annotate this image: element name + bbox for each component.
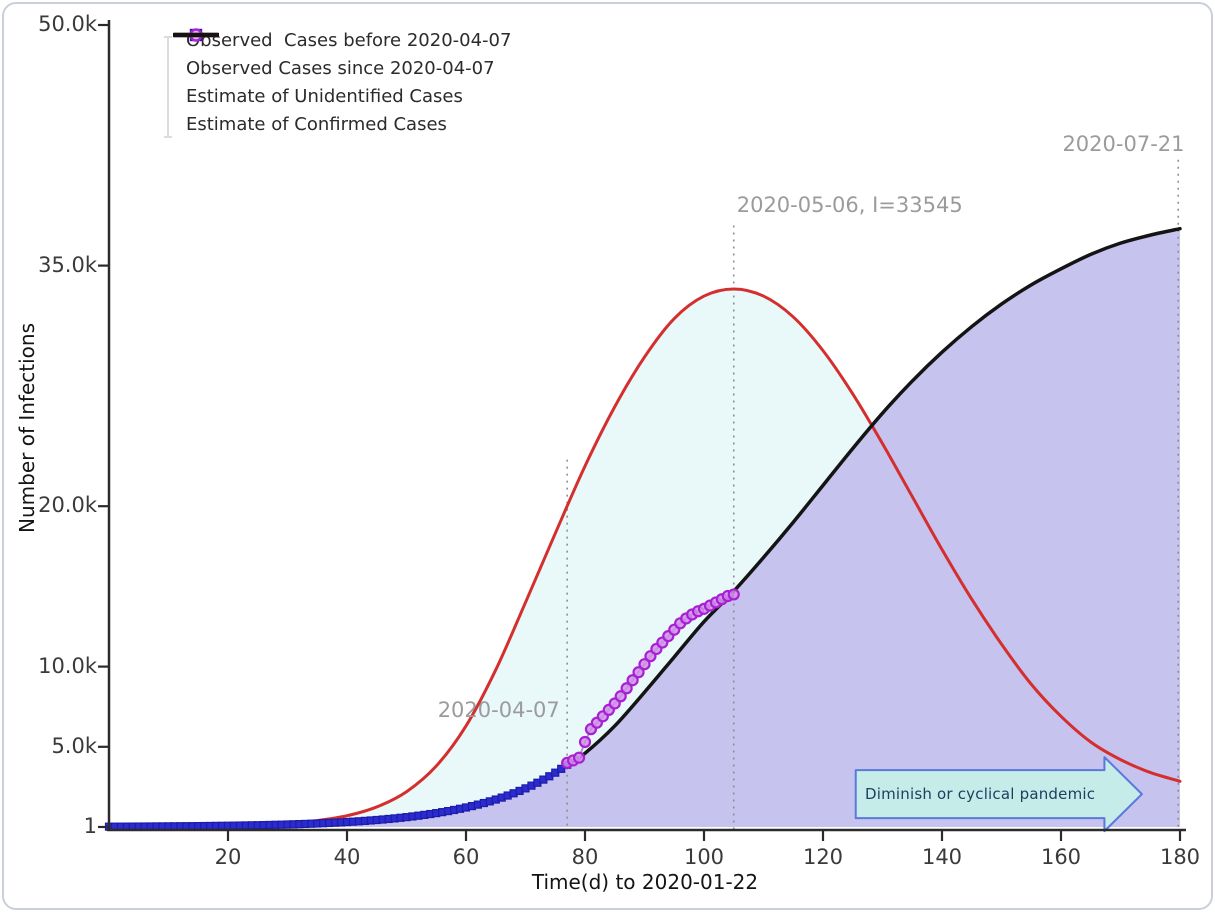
legend-label: Estimate of Confirmed Cases <box>186 113 447 135</box>
y-tick-label: 50.0k <box>38 12 97 36</box>
x-axis-title: Time(d) to 2020-01-22 <box>531 870 759 894</box>
legend-item-observed-before: Observed Cases before 2020-04-07 <box>173 26 511 54</box>
legend-swatch-estimate-confirmed <box>173 32 219 38</box>
area-unidentified-minus-confirmed <box>109 288 871 827</box>
diminish-arrow-label: Diminish or cyclical pandemic <box>864 785 1096 804</box>
y-tick-label: 10.0k <box>38 653 97 678</box>
legend-item-estimate-confirmed: Estimate of Confirmed Cases <box>173 32 511 138</box>
legend-label: Estimate of Unidentified Cases <box>186 85 463 107</box>
y-tick-label: 1 <box>83 813 97 838</box>
anno-peak: 2020-05-06, I=33545 <box>736 192 963 217</box>
legend-bracket <box>164 36 172 138</box>
x-tick-label: 80 <box>571 845 599 869</box>
y-tick-label: 35.0k <box>38 252 97 277</box>
x-tick-label: 160 <box>1040 845 1082 869</box>
x-tick-label: 40 <box>333 845 361 869</box>
y-tick-label: 5.0k <box>51 733 97 758</box>
y-tick-label: 20.0k <box>38 493 97 518</box>
legend-label: Observed Cases since 2020-04-07 <box>186 57 495 79</box>
legend-item-observed-since: Observed Cases since 2020-04-07 <box>173 28 511 82</box>
anno-2020-07-21: 2020-07-21 <box>1062 131 1185 156</box>
area-under-confirmed <box>109 228 1180 827</box>
estimate-unidentified-curve <box>107 287 1182 829</box>
x-tick-label: 100 <box>683 845 725 869</box>
x-tick-label: 180 <box>1159 845 1201 869</box>
x-tick-label: 140 <box>921 845 963 869</box>
anno-2020-04-07: 2020-04-07 <box>437 697 560 722</box>
x-tick-label: 20 <box>214 845 242 869</box>
chart-legend: Observed Cases before 2020-04-07 Observed… <box>173 26 511 138</box>
y-axis-title: Number of Infections <box>15 323 39 533</box>
observed-since-2020-04-07-markers <box>561 588 740 769</box>
diminish-arrow <box>854 756 1143 833</box>
legend-label: Observed Cases before 2020-04-07 <box>186 29 512 51</box>
x-tick-label: 120 <box>802 845 844 869</box>
legend-item-estimate-unidentified: Estimate of Unidentified Cases <box>173 32 511 110</box>
x-tick-label: 60 <box>452 845 480 869</box>
